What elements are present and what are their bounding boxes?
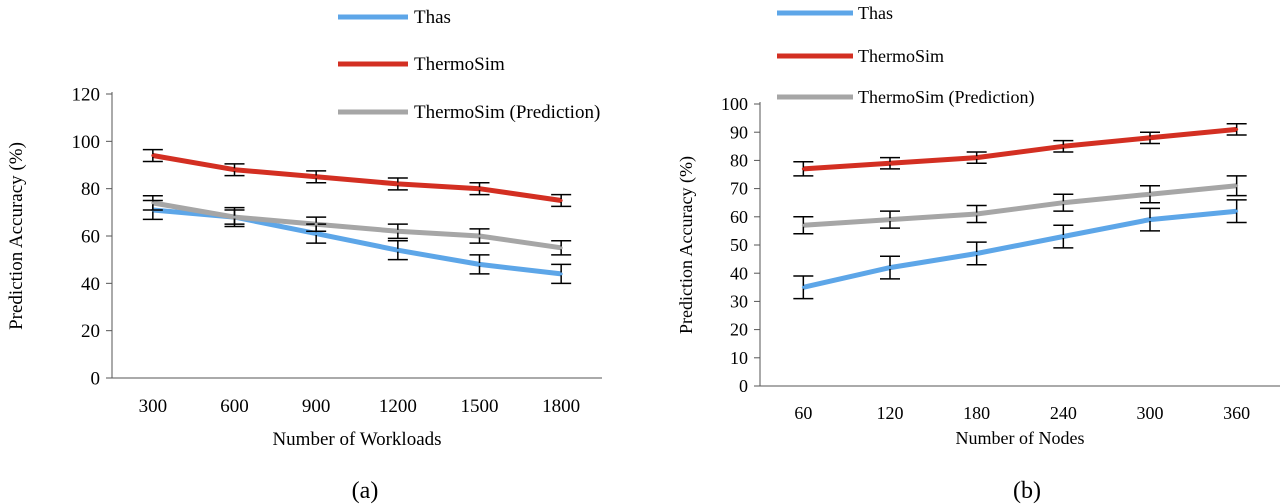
data-point [1061, 144, 1065, 148]
data-point [233, 168, 236, 172]
data-point [559, 246, 563, 250]
data-point [801, 167, 805, 171]
y-tick-label: 40 [81, 274, 100, 295]
legend-label: ThermoSim (Prediction) [414, 102, 600, 123]
y-tick-label: 90 [730, 122, 748, 142]
series-line-0 [802, 208, 1237, 290]
x-tick-label: 1500 [461, 396, 499, 417]
data-point [151, 201, 155, 205]
panel-label: (b) [1013, 478, 1041, 504]
data-point [396, 229, 400, 233]
y-tick-label: 20 [730, 320, 748, 340]
data-point [1235, 127, 1239, 131]
panel-label: (a) [352, 478, 379, 504]
x-tick-label: 60 [794, 403, 812, 423]
x-tick-label: 900 [302, 396, 331, 417]
y-tick-label: 30 [730, 292, 748, 312]
x-tick-label: 1200 [379, 396, 417, 417]
y-tick-label: 10 [730, 348, 748, 368]
x-axis-title: Number of Workloads [272, 429, 441, 450]
x-tick-label: 180 [963, 403, 990, 423]
legend-label: Thas [858, 3, 893, 23]
y-tick-label: 20 [81, 321, 100, 342]
y-tick-label: 50 [730, 235, 748, 255]
y-tick-label: 70 [730, 179, 748, 199]
data-point [314, 222, 318, 226]
data-point [801, 285, 805, 289]
data-point [975, 212, 979, 216]
legend-label: ThermoSim [858, 46, 944, 66]
data-point [1061, 235, 1065, 239]
data-point [478, 262, 481, 266]
data-point [478, 234, 481, 238]
data-point [396, 248, 400, 252]
data-point [1148, 192, 1152, 196]
data-point [801, 223, 805, 227]
chart-b: 0 10 20 30 40 50 60 70 80 90 100 60 120 180 240 300 360 N… [676, 3, 1280, 504]
series-line-1 [152, 153, 562, 203]
legend-label: ThermoSim (Prediction) [858, 87, 1034, 108]
data-point [888, 161, 892, 165]
x-tick-label: 1800 [542, 396, 580, 417]
data-point [314, 232, 318, 236]
data-point [1148, 218, 1152, 222]
data-point [1235, 184, 1239, 188]
data-point [975, 251, 979, 255]
series-line-2 [803, 183, 1237, 228]
x-tick-label: 120 [877, 403, 904, 423]
data-point [151, 154, 155, 158]
y-tick-label: 120 [72, 84, 101, 105]
y-tick-label: 40 [730, 263, 748, 283]
data-point [559, 199, 563, 202]
y-tick-label: 100 [721, 94, 748, 114]
x-axis-title: Number of Nodes [956, 428, 1085, 448]
data-point [396, 182, 400, 186]
data-point [314, 175, 318, 179]
series-line-1 [803, 126, 1237, 172]
data-point [478, 187, 481, 191]
y-axis-title: Prediction Accuracy (%) [6, 142, 27, 330]
data-point [975, 156, 979, 160]
data-point [1061, 201, 1065, 205]
chart-a: 0 20 40 60 80 100 120 300 600 900 1200 1500 1800 Numb… [6, 7, 602, 504]
series-line-2 [152, 200, 562, 251]
legend-label: Thas [414, 7, 451, 28]
y-tick-label: 100 [72, 132, 101, 153]
x-tick-label: 360 [1223, 403, 1250, 423]
legend-label: ThermoSim [414, 54, 505, 75]
data-point [888, 218, 892, 222]
y-tick-label: 60 [730, 207, 748, 227]
data-point [1148, 136, 1152, 140]
data-point [1235, 209, 1239, 213]
x-tick-label: 300 [1137, 403, 1164, 423]
y-axis-title: Prediction Accuracy (%) [676, 156, 697, 334]
x-tick-label: 240 [1050, 403, 1077, 423]
y-tick-label: 0 [739, 376, 748, 396]
y-tick-label: 80 [81, 179, 100, 200]
y-tick-label: 80 [730, 151, 748, 171]
y-tick-label: 60 [81, 226, 100, 247]
data-point [559, 272, 563, 276]
y-tick-label: 0 [91, 368, 101, 389]
data-point [888, 266, 892, 270]
x-tick-label: 600 [220, 396, 249, 417]
series-line-0 [152, 207, 562, 277]
x-tick-label: 300 [139, 396, 168, 417]
data-point [233, 215, 236, 219]
